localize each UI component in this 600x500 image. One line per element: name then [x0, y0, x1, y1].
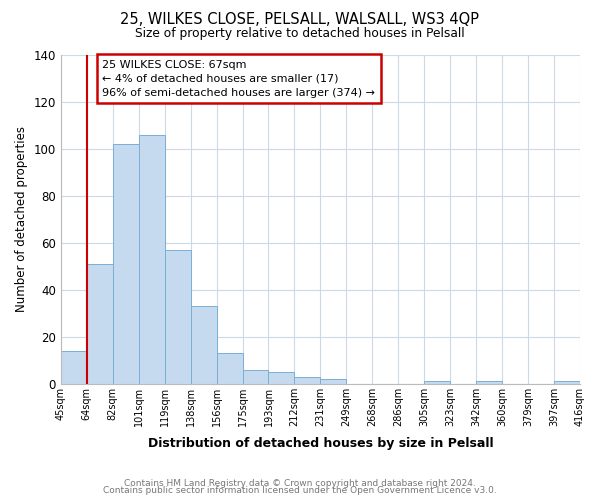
Bar: [87, 264, 113, 384]
Bar: [61, 351, 87, 384]
Y-axis label: Number of detached properties: Number of detached properties: [15, 126, 28, 312]
X-axis label: Distribution of detached houses by size in Pelsall: Distribution of detached houses by size …: [148, 437, 493, 450]
Text: Size of property relative to detached houses in Pelsall: Size of property relative to detached ho…: [135, 28, 465, 40]
Text: 25 WILKES CLOSE: 67sqm
← 4% of detached houses are smaller (17)
96% of semi-deta: 25 WILKES CLOSE: 67sqm ← 4% of detached …: [103, 60, 376, 98]
Bar: [113, 144, 139, 384]
Text: Contains public sector information licensed under the Open Government Licence v3: Contains public sector information licen…: [103, 486, 497, 495]
Bar: [268, 372, 295, 384]
Text: Contains HM Land Registry data © Crown copyright and database right 2024.: Contains HM Land Registry data © Crown c…: [124, 478, 476, 488]
Bar: [242, 370, 268, 384]
Bar: [295, 376, 320, 384]
Bar: [139, 135, 164, 384]
Bar: [476, 382, 502, 384]
Bar: [164, 250, 191, 384]
Bar: [424, 382, 450, 384]
Bar: [191, 306, 217, 384]
Bar: [554, 382, 580, 384]
Bar: [217, 353, 242, 384]
Bar: [320, 379, 346, 384]
Text: 25, WILKES CLOSE, PELSALL, WALSALL, WS3 4QP: 25, WILKES CLOSE, PELSALL, WALSALL, WS3 …: [121, 12, 479, 28]
